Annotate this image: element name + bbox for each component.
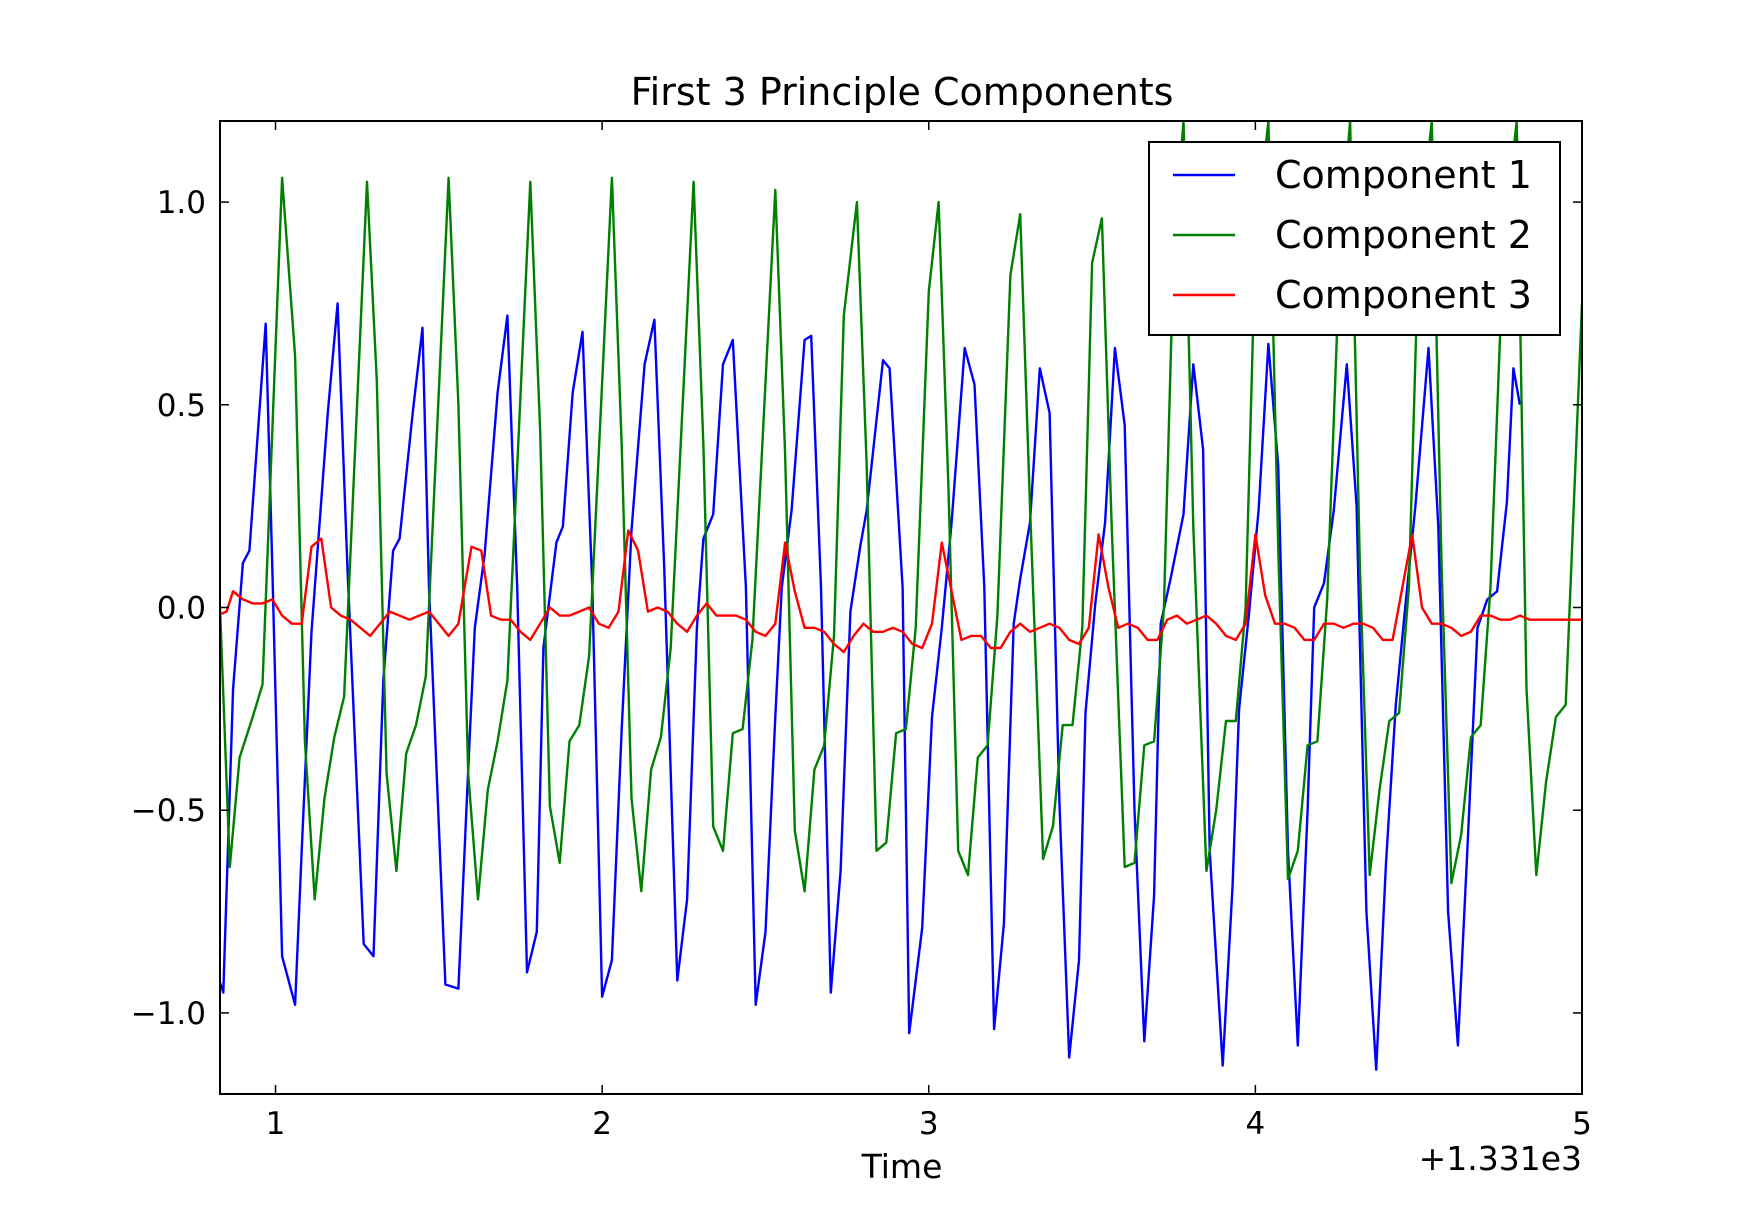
x-offset-label: +1.331e3 [1419, 1139, 1582, 1178]
y-tick-label: 1.0 [157, 185, 206, 221]
legend-label-2: Component 2 [1275, 213, 1532, 257]
series-line-1 [220, 302, 1522, 1071]
x-tick-label: 2 [592, 1106, 612, 1142]
chart-title: First 3 Principle Components [631, 70, 1174, 114]
y-tick-label: −1.0 [131, 996, 206, 1032]
y-tick-label: 0.0 [157, 591, 206, 627]
y-tick-label: −0.5 [131, 793, 206, 829]
x-axis-label: Time [861, 1147, 943, 1186]
x-tick-label: 3 [919, 1106, 939, 1142]
legend-label-1: Component 1 [1275, 153, 1532, 197]
axis-ticks: 1 2 3 4 5 1.0 0.5 0.0 −0.5 −1.0 [131, 121, 1592, 1142]
series-layer [220, 121, 1582, 1071]
series-line-2 [220, 121, 1582, 901]
x-tick-label: 4 [1246, 1106, 1266, 1142]
legend-label-3: Component 3 [1275, 273, 1532, 317]
y-tick-label: 0.5 [157, 388, 206, 424]
legend: Component 1 Component 2 Component 3 [1148, 141, 1561, 336]
x-tick-label: 5 [1572, 1106, 1592, 1142]
x-tick-label: 1 [266, 1106, 286, 1142]
series-line-3 [220, 529, 1582, 654]
